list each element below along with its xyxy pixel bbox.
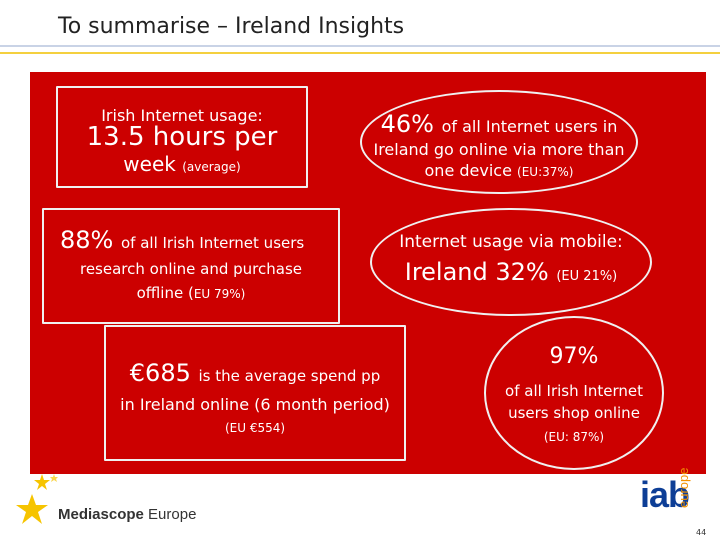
research-box: 88% of all Irish Internet users research… [42,208,340,324]
research-headline: 88% of all Irish Internet users [60,226,304,254]
mobile-value: Ireland 32% (EU 21%) [404,258,618,286]
stars-icon [16,474,58,524]
iab-europe-text: europe [676,467,691,508]
devices-note: (EU:37%) [517,165,574,179]
header-divider [0,45,720,59]
research-line2: research online and purchase [79,260,303,278]
usage-value: 13.5 hours per [86,122,278,152]
spend-text: is the average spend pp [198,367,381,385]
spend-line2: in Ireland online (6 month period) [120,395,390,414]
page-number: 44 [696,528,707,537]
divider-line-yellow [0,52,720,54]
mobile-note: (EU 21%) [556,269,618,284]
spend-note: (EU €554) [224,421,286,435]
mediascope-brand: Mediascope Europe [58,506,197,523]
mediascope-logo: Mediascope Europe [14,472,234,528]
shop-note: (EU: 87%) [543,430,605,444]
shop-oval: 97% of all Irish Internet users shop onl… [484,316,664,470]
shop-percent: 97% [549,344,599,369]
spend-headline: €685 is the average spend pp [106,359,404,387]
mobile-oval: Internet usage via mobile: Ireland 32% (… [370,208,652,316]
usage-unit: week (average) [123,152,241,176]
usage-note: (average) [182,160,241,174]
spend-amount: €685 [129,359,191,387]
devices-line3: one device (EU:37%) [424,161,574,180]
research-text: of all Irish Internet users [120,234,305,252]
iab-word: iab [640,474,690,515]
research-note: EU 79%) [193,287,246,301]
mobile-label: Internet usage via mobile: [399,232,623,252]
spend-box: €685 is the average spend pp in Ireland … [104,325,406,461]
devices-headline: 46% of all Internet users in [362,110,636,138]
page-title: To summarise – Ireland Insights [58,14,405,39]
research-percent: 88% [60,226,114,254]
iab-logo: iab europe [636,452,716,522]
divider-line-blue [0,45,720,47]
shop-line2: of all Irish Internet [505,382,643,400]
usage-box: Irish Internet usage: 13.5 hours per wee… [56,86,308,188]
devices-line2: Ireland go online via more than [373,140,625,159]
devices-percent: 46% [380,110,434,138]
shop-line3: users shop online [508,404,640,422]
devices-text: of all Internet users in [441,117,618,136]
research-line3: offline (EU 79%) [136,284,246,302]
usage-label: Irish Internet usage: [101,106,263,125]
devices-oval: 46% of all Internet users in Ireland go … [360,90,638,194]
